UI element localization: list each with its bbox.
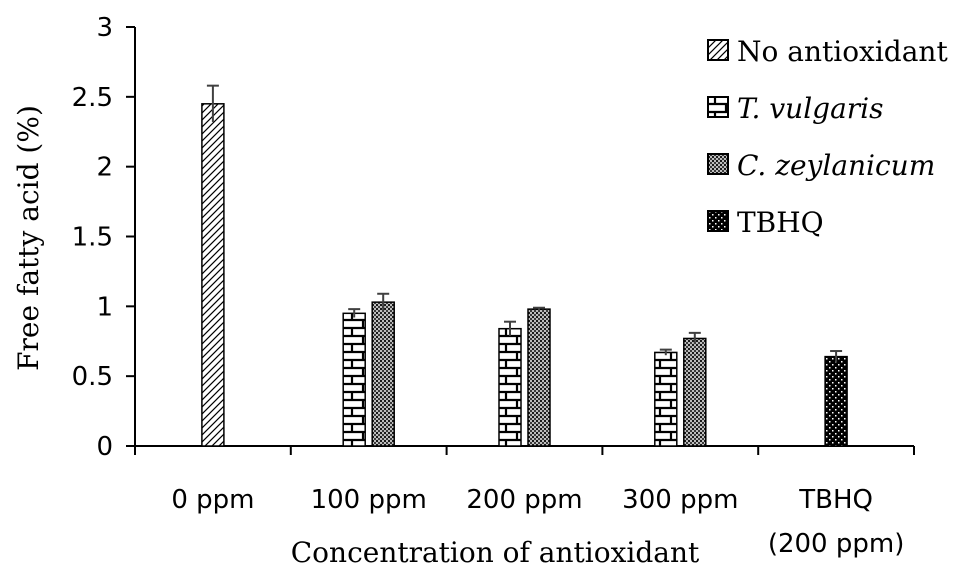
legend-swatch [707, 153, 729, 175]
y-tick-label: 0.5 [72, 362, 113, 392]
y-tick-label: 0 [96, 432, 113, 462]
y-tick-label: 2 [96, 153, 113, 183]
x-tick-label: 0 ppm [171, 485, 254, 515]
bar [824, 355, 848, 447]
legend-label: No antioxidant [737, 35, 948, 68]
bar [654, 351, 678, 447]
legend-label: TBHQ [737, 206, 824, 239]
x-tick-label: TBHQ [798, 485, 873, 515]
y-tick-label: 1 [96, 292, 113, 322]
x-tick-label: (200 ppm) [768, 529, 905, 559]
bar [201, 103, 225, 447]
bar [371, 301, 395, 447]
bar [683, 337, 707, 447]
x-axis-title: Concentration of antioxidant [291, 536, 700, 567]
legend-swatch [707, 39, 729, 61]
y-tick-label: 3 [96, 13, 113, 43]
x-tick-label: 100 ppm [311, 485, 427, 515]
plot-area: 0 0.5 1 1.5 2 2.5 3 0 ppm 100 ppm 200 ppm 300 ppm T… [72, 13, 915, 559]
legend-swatch [707, 96, 729, 118]
bar [498, 327, 522, 447]
legend-label: C. zeylanicum [737, 149, 935, 182]
legend-swatch [707, 210, 729, 232]
y-tick-label: 1.5 [72, 223, 113, 253]
legend-label: T. vulgaris [737, 92, 884, 125]
x-tick-label: 200 ppm [466, 485, 582, 515]
y-tick-label: 2.5 [72, 83, 113, 113]
y-axis-title: Free fatty acid (%) [12, 105, 45, 371]
bar [342, 312, 366, 447]
x-tick-label: 300 ppm [622, 485, 738, 515]
legend: No antioxidant T. vulgaris C. zeylanicum TB… [707, 35, 948, 239]
bar [527, 308, 551, 447]
